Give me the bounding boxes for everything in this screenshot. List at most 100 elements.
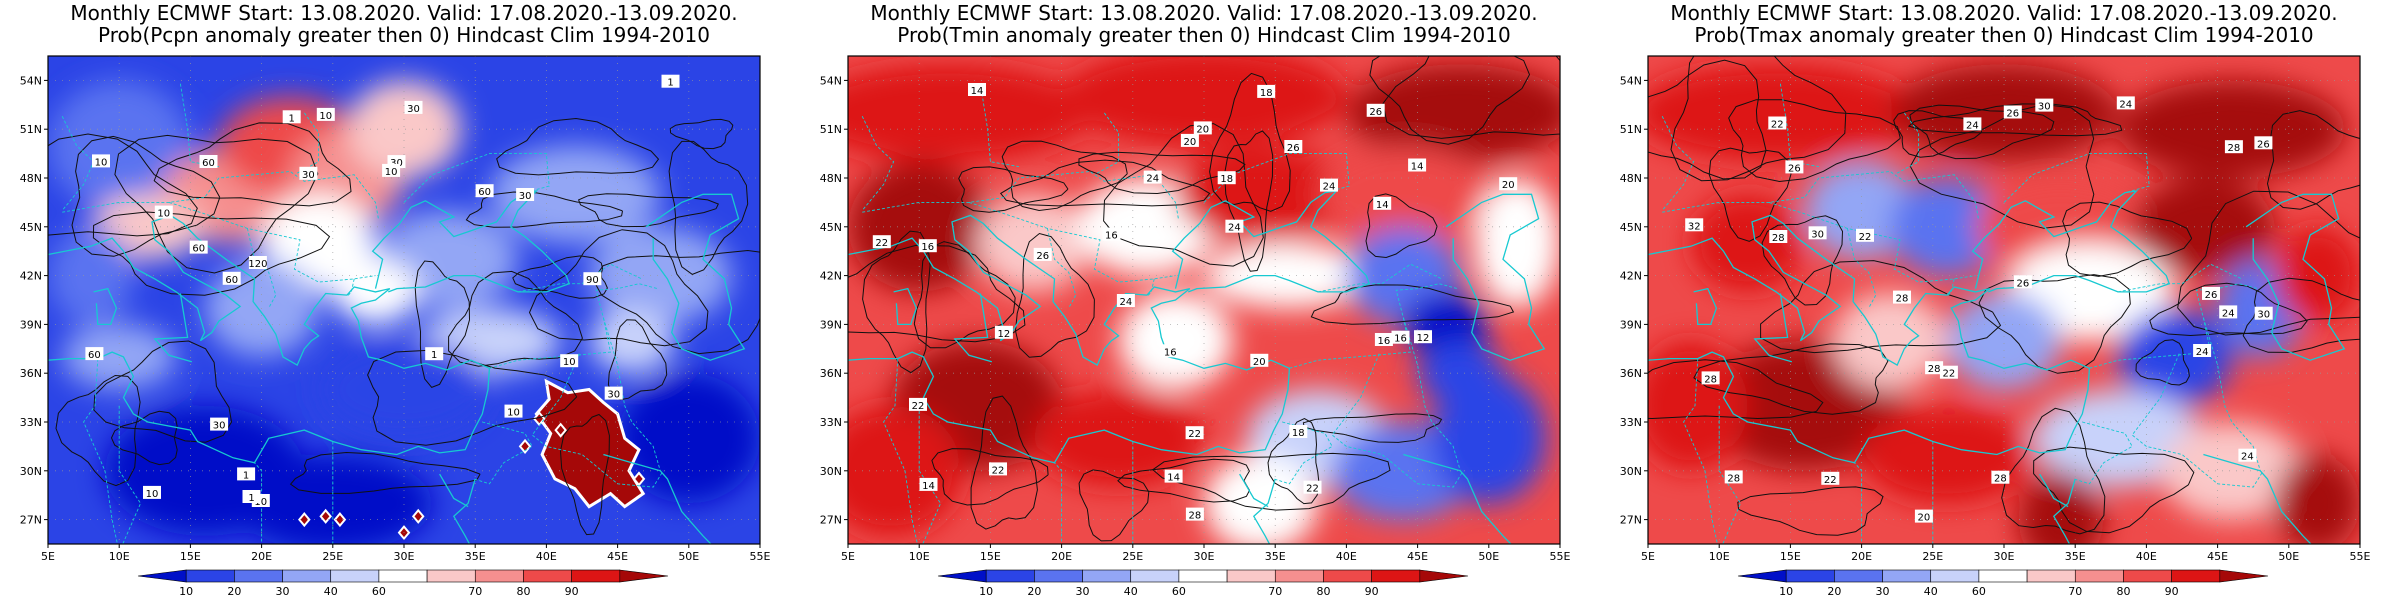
contour-label-text: 24	[1966, 120, 1979, 131]
contour-label-box	[404, 100, 423, 114]
high-probability-area	[534, 378, 646, 509]
contour-label-box	[382, 163, 401, 177]
coastline	[1753, 293, 1792, 363]
contour-label-text: 10	[319, 111, 332, 122]
x-tick-label: 50E	[1478, 550, 1499, 563]
contour-label-text: 28	[1189, 511, 1202, 522]
contour-line	[528, 229, 709, 347]
contour-label-box	[516, 188, 535, 201]
contour-label: 24	[2193, 344, 2212, 358]
contour-label: 22	[872, 235, 891, 249]
contour-label: 16	[1374, 333, 1393, 347]
contour-label-text: 18	[1292, 428, 1305, 439]
contour-label: 22	[1821, 471, 1840, 486]
contour-line	[465, 191, 623, 228]
y-tick-label: 36N	[1620, 367, 1642, 380]
contour-line	[71, 135, 221, 257]
contour-line	[1693, 343, 1889, 415]
country-border	[1661, 116, 1695, 211]
high-probability-spot	[411, 508, 425, 524]
contour-label-text: 60	[192, 244, 205, 255]
contour-label-text: 24	[2196, 347, 2209, 358]
coastline	[1403, 453, 1512, 544]
contour-label: 24	[1143, 170, 1162, 185]
colorbar-swatch	[1226, 569, 1276, 583]
contour-label-text: 30	[519, 191, 532, 202]
contour-label-box	[425, 347, 444, 361]
contour-label-box	[504, 404, 523, 418]
contour-label: 16	[1161, 344, 1180, 358]
contour-label-box	[189, 240, 208, 254]
contour-label-text: 26	[1036, 251, 1049, 262]
field-patch	[1417, 340, 1504, 406]
contour-label-text: 30	[407, 104, 420, 115]
x-tick-label: 5E	[41, 550, 55, 563]
y-tick-label: 39N	[1620, 318, 1642, 331]
contour-label-text: 18	[1260, 88, 1273, 99]
contour-label-box	[242, 490, 261, 503]
contour-line	[110, 410, 178, 466]
contour-label-text: 120	[248, 259, 267, 270]
contour-label-text: 30	[390, 158, 403, 169]
contour-line	[48, 133, 198, 237]
x-tick-label: 50E	[2278, 550, 2299, 563]
probability-field	[48, 80, 760, 544]
country-border	[2131, 353, 2264, 488]
contour-line	[289, 451, 481, 494]
contour-label-text: 30	[607, 390, 620, 401]
contour-label: 22	[1185, 426, 1204, 440]
country-border	[246, 228, 277, 309]
colorbar-swatch	[571, 569, 621, 583]
y-tick-label: 33N	[1620, 416, 1642, 429]
contour-line	[512, 255, 608, 299]
contour-label: 30	[516, 188, 535, 202]
y-tick-label: 42N	[20, 270, 42, 283]
field-patch	[1033, 389, 1204, 488]
contour-line	[496, 117, 660, 176]
y-tick-label: 27N	[820, 514, 842, 527]
country-border	[83, 358, 118, 544]
contour-label: 24	[1116, 294, 1135, 308]
coastline	[439, 473, 469, 508]
contour-line	[2135, 339, 2190, 386]
contour-label-box	[994, 325, 1013, 339]
coastline	[1445, 193, 1546, 361]
y-tick-label: 33N	[820, 416, 842, 429]
contour-label: 30	[2254, 306, 2273, 321]
contour-label-text: 10	[563, 357, 576, 368]
coastline	[2203, 453, 2312, 544]
contour-label: 90	[583, 272, 602, 286]
country-border	[2073, 421, 2133, 485]
contour-label-box	[1284, 140, 1303, 153]
colorbar-label: 80	[516, 585, 530, 598]
contour-label: 16	[1102, 227, 1121, 242]
contour-label-box	[1217, 171, 1236, 185]
y-tick-label: 27N	[20, 514, 42, 527]
contour-label: 24	[1320, 178, 1338, 193]
colorbar-label: 60	[372, 585, 386, 598]
colorbar-swatch	[937, 569, 987, 583]
colorbar-label: 90	[565, 585, 579, 598]
x-tick-label: 40E	[1336, 550, 1357, 563]
contour-label-text: 26	[1788, 163, 1801, 174]
contour-label-box	[1408, 158, 1427, 172]
contour-label-box	[1366, 103, 1385, 117]
coastlines	[1648, 190, 2346, 544]
contour-label: 10	[316, 107, 335, 122]
panel-3-map: 22 22 24 22 26 28 26 24 22 20 24 28 26 28 30 28 26 24 28 30…	[1648, 56, 2360, 544]
contour-label-box	[299, 166, 318, 180]
coastline	[93, 287, 118, 326]
contour-line	[1648, 59, 1767, 180]
contour-line	[1001, 140, 1128, 212]
country-border	[517, 263, 642, 293]
contour-label-box	[1033, 247, 1052, 261]
contour-line	[848, 244, 1026, 343]
field-patch	[2117, 80, 2346, 178]
x-tick-label: 10E	[909, 550, 930, 563]
contour-label: 30	[604, 386, 623, 401]
x-tick-label: 25E	[322, 550, 343, 563]
country-border	[862, 171, 1179, 219]
colorbar-swatch	[1371, 569, 1421, 583]
contour-line	[931, 448, 1049, 506]
colorbar-label: 40	[1924, 585, 1938, 598]
